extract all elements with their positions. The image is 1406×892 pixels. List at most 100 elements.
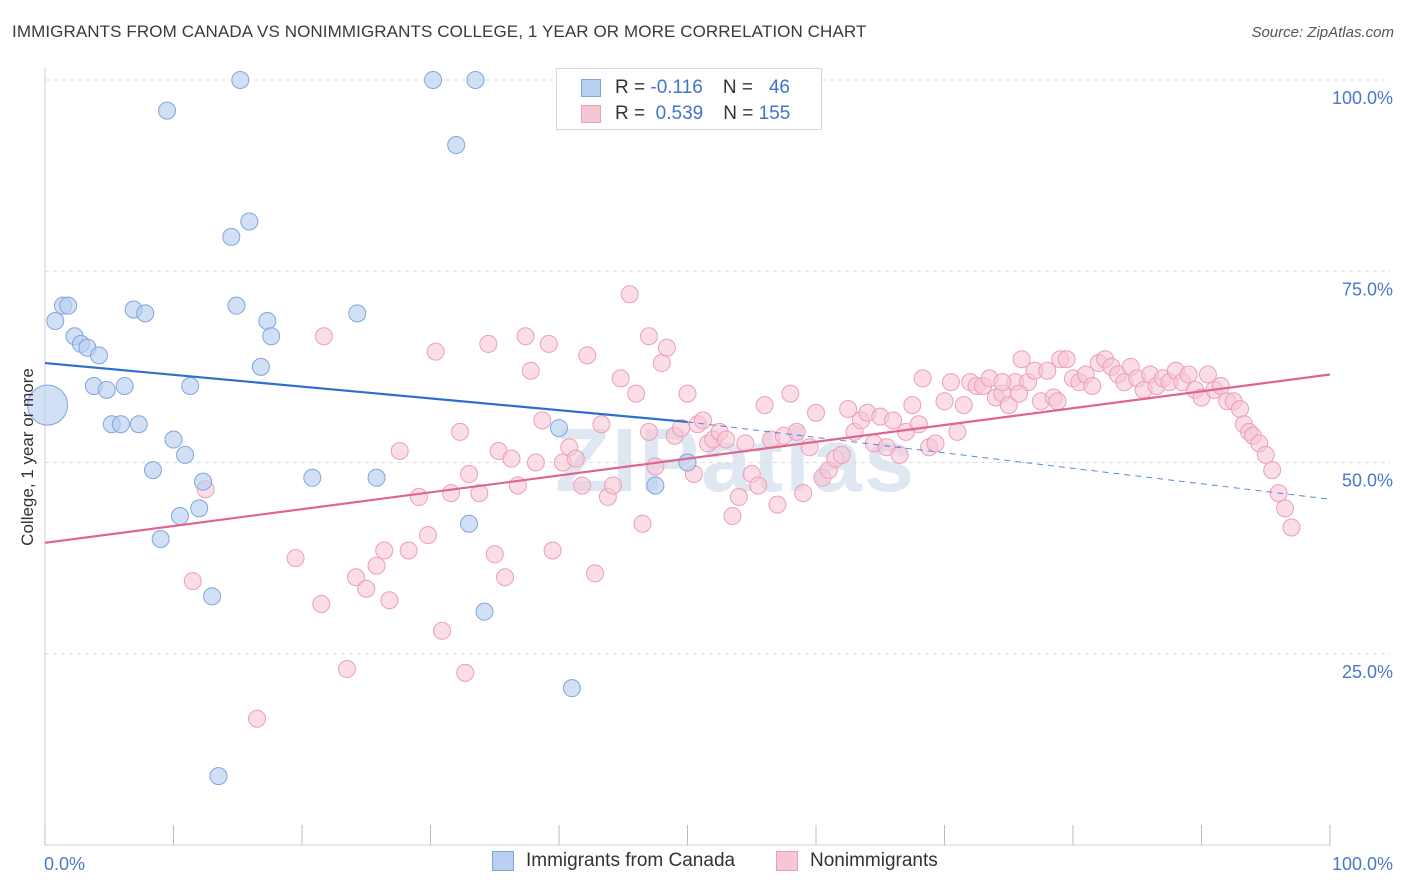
r-value: -0.116 — [650, 77, 703, 98]
immigrants-point — [46, 311, 65, 330]
y-tick-label: 50.0% — [1342, 471, 1393, 491]
immigrants-point — [97, 380, 116, 399]
legend-item-immigrants[interactable]: Immigrants from Canada — [492, 850, 735, 872]
immigrants-point — [222, 227, 241, 246]
nonimmigrants-point — [1038, 361, 1057, 380]
immigrants-point — [303, 468, 322, 487]
immigrants-point — [258, 311, 277, 330]
nonimmigrants-point — [639, 422, 658, 441]
immigrants-point — [151, 530, 170, 548]
immigrants-point — [89, 346, 108, 365]
pink-swatch — [776, 851, 798, 871]
immigrants-point — [231, 71, 250, 89]
nonimmigrants-point — [460, 464, 479, 483]
nonimmigrants-point — [652, 354, 671, 373]
nonimmigrants-point — [496, 568, 515, 587]
chart-source: Source: ZipAtlas.com — [1251, 24, 1394, 41]
immigrants-point — [348, 304, 367, 323]
immigrants-point — [181, 377, 200, 395]
correlation-legend: R = -0.116 N = 46 R = 0.539 N = 155 — [556, 68, 822, 130]
nonimmigrants-point — [1276, 499, 1295, 518]
pink-swatch — [581, 105, 601, 123]
nonimmigrants-point — [485, 545, 504, 564]
nonimmigrants-point — [633, 514, 652, 533]
nonimmigrants-point — [314, 327, 333, 346]
nonimmigrants-point — [357, 579, 376, 598]
nonimmigrants-point — [723, 507, 742, 526]
tick-labels: 25.0% 50.0% 75.0% 100.0% 0.0% 100.0% College, … — [18, 88, 1393, 874]
legend-row-nonimmigrants: R = 0.539 N = 155 — [581, 102, 790, 126]
nonimmigrants-point — [672, 419, 691, 438]
nonimmigrants-point — [367, 556, 386, 575]
nonimmigrants-point — [755, 396, 774, 415]
x-tick-label: 100.0% — [1332, 854, 1393, 874]
nonimmigrants-point — [426, 342, 445, 361]
immigrants-point — [164, 430, 183, 449]
nonimmigrants-point — [717, 430, 736, 449]
n-label: N = — [722, 77, 753, 98]
nonimmigrants-point — [1263, 461, 1282, 480]
nonimmigrants-point — [248, 709, 267, 728]
nonimmigrants-trend-line — [44, 373, 1331, 544]
nonimmigrants-point — [1282, 518, 1301, 537]
immigrants-point — [550, 419, 568, 438]
nonimmigrants-point — [954, 396, 973, 415]
nonimmigrants-point — [620, 285, 639, 304]
r-label: R = — [615, 103, 646, 124]
immigrants-point — [240, 212, 259, 231]
immigrants-trend-line — [44, 361, 688, 424]
immigrants-trend-dashed — [687, 421, 1331, 500]
immigrants-point — [27, 384, 69, 426]
nonimmigrants-point — [516, 327, 535, 346]
immigrants-point — [190, 499, 209, 518]
nonimmigrants-point — [603, 476, 622, 495]
y-tick-label: 75.0% — [1342, 279, 1393, 299]
y-tick-label: 25.0% — [1342, 662, 1393, 682]
immigrants-point — [209, 767, 228, 786]
immigrants-point — [59, 296, 78, 315]
nonimmigrants-point — [993, 373, 1012, 392]
nonimmigrants-point — [312, 595, 331, 614]
n-value: 46 — [768, 77, 790, 98]
nonimmigrants-point — [573, 476, 592, 495]
nonimmigrants-point — [433, 621, 452, 640]
nonimmigrants-point — [1010, 384, 1029, 403]
immigrants-point — [227, 296, 246, 315]
nonimmigrants-point — [418, 526, 437, 545]
immigrants-point — [136, 304, 155, 323]
nonimmigrants-point — [768, 495, 787, 514]
chart-title: IMMIGRANTS FROM CANADA VS NONIMMIGRANTS … — [12, 22, 867, 41]
nonimmigrants-point — [543, 541, 562, 560]
nonimmigrants-point — [1012, 350, 1031, 369]
immigrants-point — [475, 602, 494, 621]
r-value: 0.539 — [655, 103, 704, 124]
nonimmigrants-point — [890, 445, 909, 464]
nonimmigrants-point — [646, 457, 665, 476]
nonimmigrants-point — [807, 403, 825, 422]
nonimmigrants-point — [948, 422, 967, 441]
immigrants-point — [111, 415, 130, 434]
nonimmigrants-point — [585, 564, 604, 583]
y-tick-label: 100.0% — [1332, 88, 1393, 108]
nonimmigrants-point — [526, 453, 545, 472]
nonimmigrants-point — [1179, 365, 1198, 384]
nonimmigrants-point — [521, 361, 540, 380]
nonimmigrants-point — [592, 415, 611, 434]
nonimmigrants-point — [729, 487, 748, 506]
nonimmigrants-point — [337, 660, 356, 679]
immigrants-point — [367, 468, 386, 487]
legend-row-immigrants: R = -0.116 N = 46 — [581, 76, 790, 100]
nonimmigrants-point — [399, 541, 418, 560]
legend-item-nonimmigrants[interactable]: Nonimmigrants — [776, 850, 938, 872]
nonimmigrants-point — [839, 399, 858, 418]
nonimmigrants-point — [1211, 377, 1230, 395]
immigrants-point — [115, 377, 134, 395]
nonimmigrants-point — [627, 384, 646, 403]
nonimmigrants-point — [611, 369, 630, 388]
nonimmigrants-point — [749, 476, 768, 495]
immigrants-point — [424, 71, 443, 89]
immigrants-from-canada-points — [27, 71, 697, 786]
nonimmigrants-point — [1231, 399, 1250, 418]
nonimmigrants-point — [451, 422, 470, 441]
